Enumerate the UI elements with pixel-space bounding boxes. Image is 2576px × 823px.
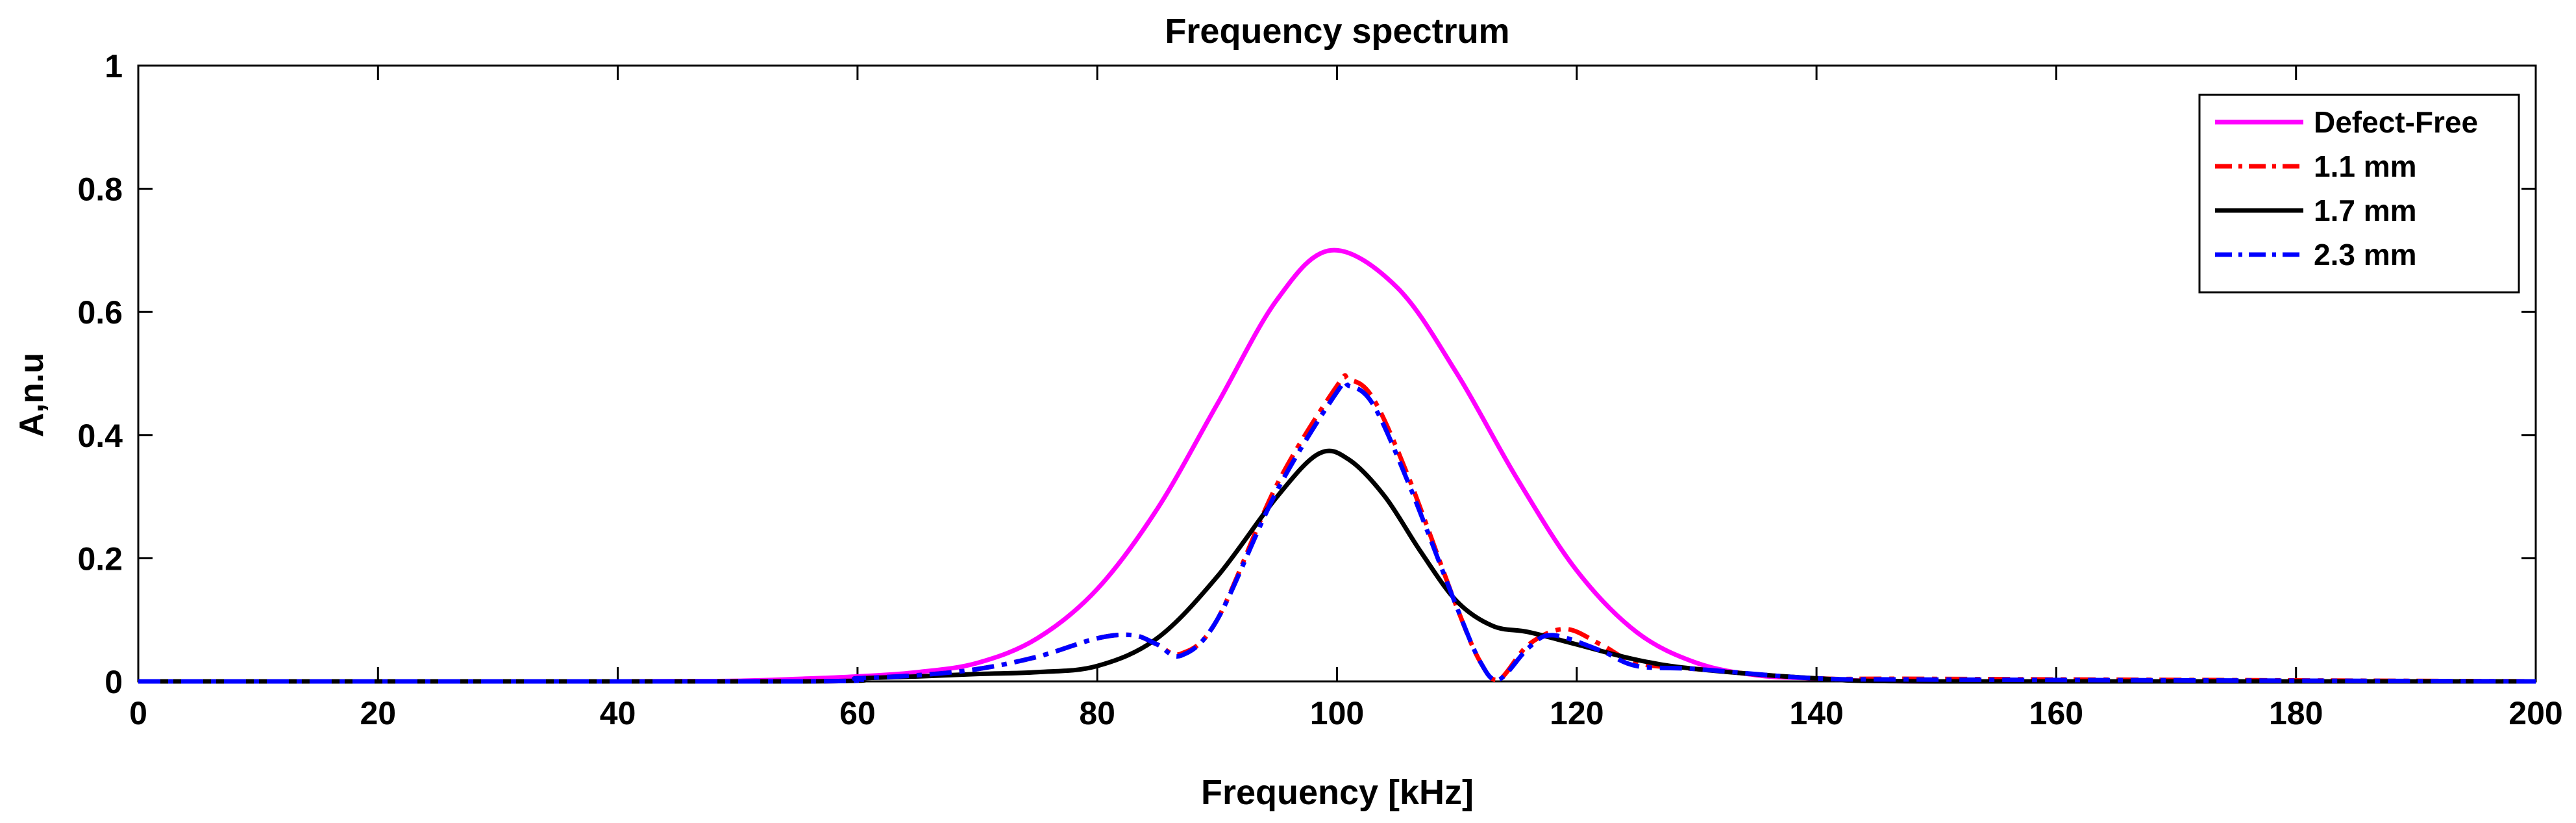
y-tick-label: 1: [105, 48, 123, 84]
x-tick-label: 200: [2508, 695, 2562, 731]
x-tick-label: 0: [129, 695, 147, 731]
y-axis-label: A,n.u: [13, 353, 51, 437]
x-tick-label: 160: [2029, 695, 2083, 731]
legend-label-1: 1.1 mm: [2314, 149, 2417, 183]
y-tick-label: 0.4: [77, 418, 123, 454]
x-tick-label: 140: [1789, 695, 1843, 731]
x-tick-label: 60: [839, 695, 876, 731]
plot-layer: 0 20 40 60 80 100 120 140 160 180 200 0 0.2 0.4 0.6 0.8…: [77, 48, 2562, 731]
y-tick-label: 0.8: [77, 171, 123, 208]
frequency-spectrum-chart: Frequency spectrum Frequency [kHz] A,n.u…: [0, 0, 2576, 820]
chart-title: Frequency spectrum: [1165, 12, 1509, 51]
legend-label-0: Defect-Free: [2314, 105, 2478, 139]
x-tick-label: 100: [1310, 695, 1364, 731]
plot-frame: [138, 66, 2536, 681]
y-tick-label: 0.6: [77, 294, 123, 331]
y-tick-label: 0: [105, 664, 123, 700]
legend-label-3: 2.3 mm: [2314, 238, 2417, 272]
x-tick-label: 40: [600, 695, 636, 731]
x-axis-label: Frequency [kHz]: [1201, 773, 1474, 812]
series-line-0: [138, 250, 2536, 681]
legend: Defect-Free 1.1 mm 1.7 mm 2.3 mm: [2199, 95, 2519, 292]
series-line-2: [138, 451, 2536, 681]
x-tick-label: 20: [360, 695, 396, 731]
legend-label-2: 1.7 mm: [2314, 194, 2417, 227]
y-tick-label: 0.2: [77, 540, 123, 577]
x-tick-label: 180: [2269, 695, 2323, 731]
series-line-3: [138, 381, 2536, 681]
x-tick-label: 120: [1550, 695, 1604, 731]
chart-root: Frequency spectrum Frequency [kHz] A,n.u…: [0, 0, 2576, 820]
series-line-1: [138, 375, 2536, 681]
x-tick-label: 80: [1079, 695, 1115, 731]
